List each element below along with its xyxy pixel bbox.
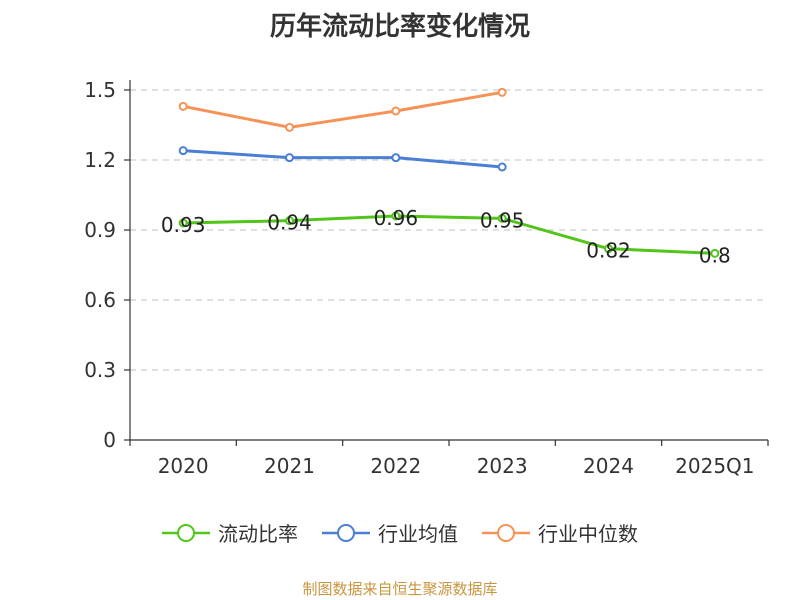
legend-label: 流动比率 (218, 522, 298, 546)
y-tick-label: 0.3 (84, 358, 116, 382)
data-label: 0.8 (699, 243, 731, 267)
legend-marker (482, 523, 530, 542)
y-tick-label: 1.2 (84, 148, 116, 172)
data-point (391, 106, 401, 116)
data-label: 0.82 (586, 239, 631, 263)
x-tick-label: 2025Q1 (675, 454, 754, 478)
y-tick-label: 1.5 (84, 78, 116, 102)
data-point (391, 153, 401, 163)
data-label: 0.94 (267, 211, 312, 235)
legend-label: 行业均值 (378, 522, 458, 546)
legend-marker (162, 523, 210, 542)
data-point (178, 218, 188, 228)
data-label: 0.96 (374, 206, 419, 230)
x-tick-label: 2024 (583, 454, 634, 478)
data-point (497, 213, 507, 223)
legend-item[interactable]: 流动比率 (162, 518, 298, 547)
series-line (182, 90, 503, 129)
chart-title: 历年流动比率变化情况 (269, 12, 530, 42)
source-note: 制图数据来自恒生聚源数据库 (302, 580, 498, 598)
legend-item[interactable]: 行业中位数 (482, 518, 638, 547)
data-point (604, 244, 613, 254)
series-line (183, 214, 715, 255)
data-point (285, 216, 294, 226)
x-tick-label: 2020 (158, 454, 209, 478)
data-point (178, 101, 188, 111)
x-tick-label: 2023 (477, 454, 528, 478)
legend-item[interactable]: 行业均值 (322, 518, 458, 547)
legend: 流动比率 行业均值 行业中位数 (0, 518, 800, 547)
data-point (285, 122, 294, 132)
data-label: 0.95 (480, 208, 525, 232)
data-point (497, 162, 507, 172)
data-label: 0.93 (161, 213, 206, 237)
data-point (178, 146, 188, 156)
y-tick-label: 0.9 (84, 218, 116, 242)
x-tick-label: 2021 (264, 454, 315, 478)
data-point (285, 153, 294, 163)
x-tick-label: 2022 (370, 454, 421, 478)
legend-marker (322, 523, 370, 542)
data-point (710, 248, 720, 258)
y-tick-label: 0 (103, 428, 116, 452)
y-tick-label: 0.6 (84, 288, 116, 312)
data-point (391, 211, 401, 221)
series-line (183, 149, 503, 169)
data-point (497, 87, 507, 97)
legend-label: 行业中位数 (538, 522, 638, 546)
